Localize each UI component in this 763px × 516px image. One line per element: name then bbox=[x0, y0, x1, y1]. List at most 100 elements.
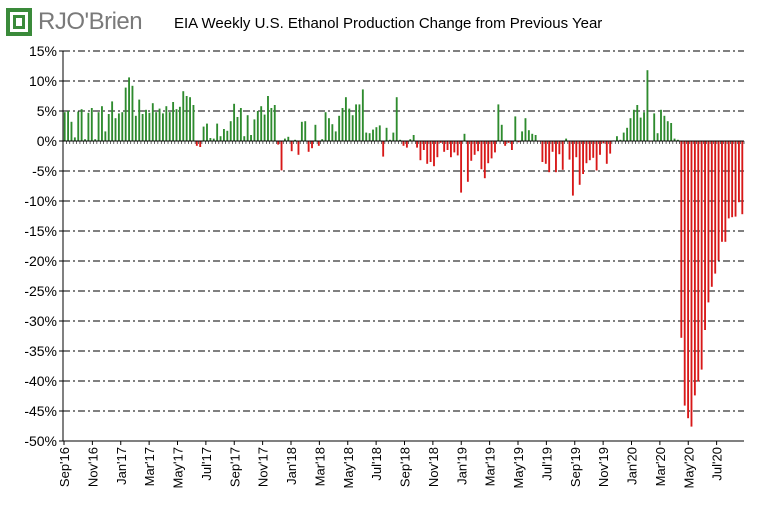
bar bbox=[263, 114, 266, 141]
x-tick-label: Jan'18 bbox=[284, 447, 299, 485]
bar bbox=[233, 103, 236, 141]
bar bbox=[443, 141, 446, 152]
bar bbox=[331, 124, 334, 141]
bar bbox=[626, 127, 629, 141]
bar bbox=[619, 139, 622, 141]
bar bbox=[283, 138, 286, 141]
bar bbox=[714, 141, 717, 274]
rjobrien-logo: RJO'Brien bbox=[6, 6, 156, 40]
bar bbox=[541, 141, 544, 162]
bar bbox=[239, 108, 242, 141]
bar bbox=[422, 141, 425, 150]
y-tick-label: -40% bbox=[24, 373, 57, 389]
x-tick-label: May'18 bbox=[341, 447, 356, 489]
y-tick-labels: 15% 10% 5% 0% -5% -10% -15% -20% -25% -30% -35% -40… bbox=[24, 43, 57, 449]
bar bbox=[419, 141, 422, 161]
bar bbox=[504, 141, 507, 146]
bar bbox=[300, 121, 303, 141]
bar bbox=[524, 118, 527, 141]
bar bbox=[87, 112, 90, 141]
bar bbox=[141, 114, 144, 141]
bar bbox=[693, 141, 696, 396]
bar bbox=[521, 131, 524, 141]
bar bbox=[531, 133, 534, 141]
bar bbox=[321, 139, 324, 141]
y-tick-label: -5% bbox=[32, 163, 57, 179]
bar bbox=[168, 112, 171, 141]
bar bbox=[270, 108, 273, 141]
x-tick-label: Jan'17 bbox=[114, 447, 129, 485]
bar bbox=[663, 115, 666, 141]
bar bbox=[629, 118, 632, 141]
bar bbox=[721, 141, 723, 242]
x-tick-label: Sep'17 bbox=[227, 447, 242, 487]
y-tick-label: 5% bbox=[37, 103, 57, 119]
bar bbox=[178, 106, 181, 141]
x-tick-label: Nov'16 bbox=[85, 447, 100, 487]
bar bbox=[544, 141, 547, 164]
bar bbox=[582, 141, 584, 174]
bar bbox=[90, 108, 93, 141]
bar bbox=[73, 137, 76, 141]
bar bbox=[124, 87, 127, 141]
x-tick-label: Jul'18 bbox=[369, 447, 384, 481]
bar bbox=[172, 102, 175, 141]
bar bbox=[182, 91, 185, 141]
bar bbox=[212, 138, 215, 141]
bar bbox=[426, 141, 429, 164]
bar bbox=[616, 136, 618, 141]
bar bbox=[334, 131, 337, 141]
bar bbox=[117, 113, 120, 141]
bar bbox=[189, 97, 191, 141]
bar bbox=[494, 141, 496, 153]
bar bbox=[690, 141, 693, 427]
axes bbox=[59, 50, 745, 445]
bar bbox=[114, 118, 117, 141]
bar bbox=[385, 127, 388, 141]
bar bbox=[433, 141, 435, 167]
bar bbox=[277, 141, 280, 145]
y-tick-label: 0% bbox=[37, 133, 57, 149]
x-tick-label: Nov'19 bbox=[596, 447, 611, 487]
bar bbox=[592, 141, 595, 158]
bar bbox=[131, 85, 134, 141]
bar bbox=[94, 139, 97, 141]
bar bbox=[571, 141, 574, 196]
grid-lines bbox=[63, 50, 744, 442]
bar bbox=[558, 141, 561, 155]
bar bbox=[317, 141, 320, 146]
bar bbox=[429, 141, 432, 162]
bar bbox=[348, 108, 351, 141]
x-tick-label: Nov'17 bbox=[256, 447, 271, 487]
bar bbox=[256, 111, 259, 141]
bar bbox=[175, 109, 178, 141]
bar bbox=[290, 141, 293, 152]
bar bbox=[229, 121, 232, 141]
bar bbox=[731, 141, 734, 218]
bar bbox=[63, 112, 66, 141]
x-tick-label: Mar'18 bbox=[312, 447, 327, 486]
bar bbox=[351, 115, 354, 141]
bar bbox=[588, 141, 591, 161]
x-tick-label: Sep'18 bbox=[398, 447, 413, 487]
bar bbox=[223, 129, 225, 141]
bar bbox=[243, 136, 246, 141]
bar bbox=[500, 124, 503, 141]
bar bbox=[134, 115, 137, 141]
bar bbox=[405, 141, 408, 148]
chart-title: EIA Weekly U.S. Ethanol Production Chang… bbox=[174, 15, 603, 32]
bar bbox=[578, 141, 581, 185]
bar bbox=[165, 106, 168, 141]
bar bbox=[294, 139, 297, 141]
bar bbox=[507, 141, 510, 143]
y-tick-label: -25% bbox=[24, 283, 57, 299]
bar bbox=[246, 115, 249, 141]
bar bbox=[395, 97, 398, 141]
y-tick-label: -45% bbox=[24, 403, 57, 419]
x-tick-label: Sep'16 bbox=[57, 447, 72, 487]
bar bbox=[378, 125, 381, 141]
bar bbox=[653, 113, 656, 141]
bar bbox=[199, 141, 202, 147]
bar bbox=[643, 112, 645, 141]
